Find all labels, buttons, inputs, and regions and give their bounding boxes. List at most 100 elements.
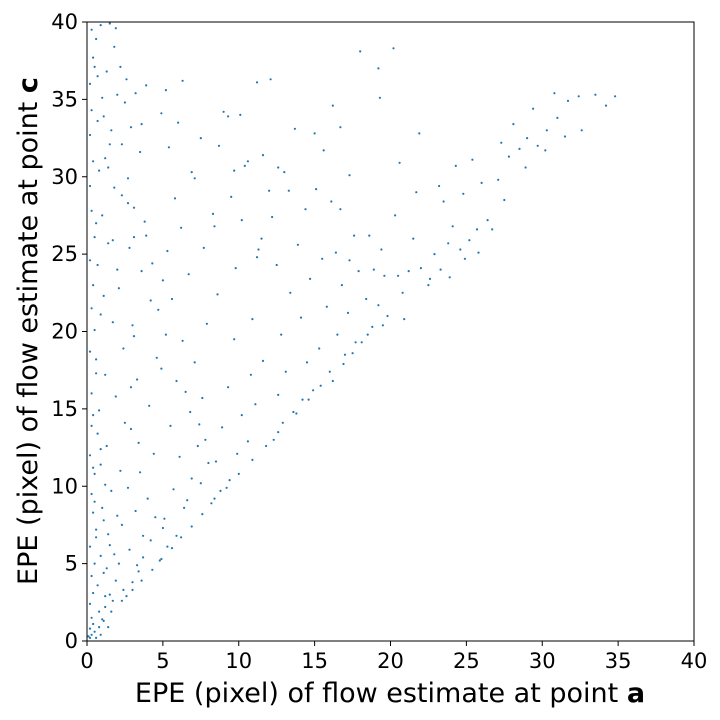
scatter-points	[87, 22, 617, 640]
scatter-point	[359, 50, 362, 53]
scatter-point	[96, 432, 99, 435]
scatter-point	[101, 506, 104, 509]
scatter-point	[272, 438, 275, 441]
scatter-point	[119, 65, 122, 68]
scatter-point	[339, 208, 342, 211]
scatter-point	[202, 246, 205, 249]
scatter-point	[512, 123, 515, 126]
scatter-point	[95, 528, 98, 531]
x-axis-label: EPE (pixel) of flow estimate at point a	[135, 678, 645, 709]
scatter-point	[240, 414, 243, 417]
scatter-point	[269, 78, 272, 81]
scatter-point	[331, 104, 334, 107]
x-tick-label: 10	[225, 649, 252, 673]
scatter-point	[354, 341, 357, 344]
scatter-point	[222, 110, 225, 113]
scatter-point	[500, 141, 503, 144]
scatter-point	[403, 318, 406, 321]
scatter-point	[296, 243, 299, 246]
scatter-point	[392, 47, 395, 50]
scatter-point	[186, 499, 189, 502]
x-tick-label: 35	[605, 649, 632, 673]
scatter-point	[93, 236, 96, 239]
scatter-point	[120, 194, 123, 197]
scatter-point	[120, 599, 123, 602]
scatter-point	[117, 287, 120, 290]
scatter-point	[277, 393, 280, 396]
scatter-point	[164, 89, 167, 92]
scatter-point	[99, 313, 102, 316]
scatter-point	[145, 234, 148, 237]
scatter-point	[132, 335, 136, 338]
scatter-point	[111, 599, 114, 602]
scatter-point	[346, 311, 350, 314]
scatter-point	[236, 452, 239, 455]
scatter-point	[287, 189, 290, 192]
scatter-point	[383, 274, 386, 277]
scatter-point	[114, 27, 117, 30]
scatter-point	[145, 84, 148, 87]
scatter-point	[240, 219, 243, 222]
scatter-point	[268, 189, 271, 192]
scatter-point	[225, 486, 228, 489]
scatter-point	[110, 489, 113, 492]
scatter-point	[397, 274, 400, 277]
scatter-point	[129, 427, 133, 431]
scatter-point	[102, 571, 105, 575]
scatter-point	[526, 137, 529, 140]
scatter-point	[151, 568, 154, 571]
scatter-point	[193, 361, 196, 364]
scatter-point	[518, 147, 521, 150]
scatter-point	[448, 276, 451, 279]
scatter-point	[90, 574, 93, 578]
scatter-point	[366, 333, 369, 336]
scatter-point	[114, 395, 117, 398]
scatter-point	[190, 477, 193, 480]
scatter-point	[334, 251, 337, 254]
scatter-point	[325, 305, 328, 308]
scatter-point	[137, 570, 140, 573]
scatter-point	[380, 248, 383, 251]
scatter-point	[96, 584, 99, 587]
scatter-point	[289, 291, 292, 294]
scatter-point	[90, 28, 93, 31]
scatter-point	[160, 112, 163, 115]
scatter-point	[140, 579, 143, 582]
scatter-point	[99, 633, 102, 636]
scatter-point	[594, 93, 597, 96]
scatter-point	[207, 461, 210, 465]
scatter-point	[213, 497, 216, 500]
scatter-point	[95, 37, 98, 41]
scatter-point	[257, 248, 260, 251]
scatter-point	[254, 403, 257, 406]
scatter-point	[111, 321, 114, 324]
scatter-point	[96, 119, 99, 123]
scatter-point	[95, 222, 98, 225]
scatter-point	[412, 237, 415, 240]
scatter-point	[234, 267, 237, 270]
scatter-point	[90, 424, 93, 427]
scatter-point	[175, 534, 178, 537]
scatter-point	[246, 160, 249, 163]
scatter-point	[360, 341, 363, 344]
scatter-point	[113, 45, 116, 48]
scatter-point	[98, 610, 101, 613]
scatter-point	[255, 81, 259, 84]
scatter-point	[117, 562, 120, 565]
x-tick-label: 30	[529, 649, 556, 673]
scatter-point	[213, 225, 216, 228]
scatter-point	[104, 605, 107, 609]
x-tick-label: 5	[156, 649, 169, 673]
plot-area-frame	[86, 21, 695, 642]
scatter-point	[309, 277, 312, 280]
scatter-point	[110, 610, 113, 613]
scatter-point	[90, 209, 93, 212]
scatter-point	[132, 206, 136, 209]
scatter-point	[604, 104, 608, 107]
scatter-point	[342, 362, 345, 366]
scatter-point	[386, 314, 389, 318]
scatter-point	[110, 129, 113, 132]
scatter-point	[139, 150, 142, 154]
scatter-point	[93, 472, 96, 475]
scatter-point	[339, 126, 342, 129]
